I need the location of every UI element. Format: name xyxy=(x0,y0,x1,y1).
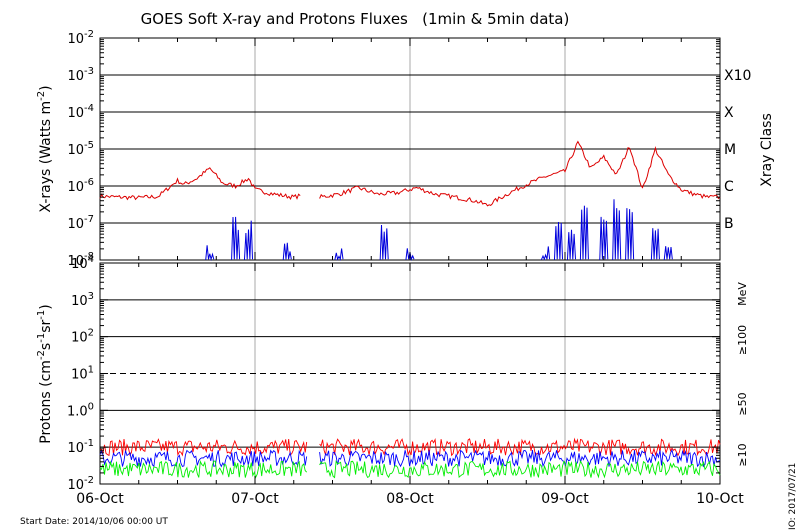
proton-flux-line xyxy=(99,438,308,457)
xray-short-channel-spike xyxy=(282,242,292,260)
xray-short-channel-spike xyxy=(244,220,253,260)
proton-y-tick-label: 104 xyxy=(71,254,94,272)
xray-y-tick-label: 10-7 xyxy=(67,214,94,232)
xray-y-tick-label: 10-6 xyxy=(67,177,94,195)
proton-flux-line xyxy=(319,448,721,468)
x-tick-label: 06-Oct xyxy=(76,491,124,507)
xray-short-channel-spike xyxy=(567,229,576,260)
xray-short-channel-spike xyxy=(231,216,241,260)
xray-class-label: B xyxy=(724,216,734,232)
xray-class-axis-label: Xray Class xyxy=(759,113,775,187)
xray-short-channel-spike xyxy=(599,216,609,260)
xray-short-channel-spike xyxy=(554,221,563,260)
proton-y-tick-label: 102 xyxy=(71,328,94,346)
xray-y-tick-label: 10-2 xyxy=(67,29,94,47)
xray-y-tick-label: 10-4 xyxy=(67,103,94,121)
proton-flux-line xyxy=(99,449,308,468)
xray-short-channel-spike xyxy=(663,246,673,260)
xray-series xyxy=(99,140,721,262)
xray-y-tick-label: 10-8 xyxy=(67,251,94,269)
proton-series xyxy=(99,437,721,479)
proton-y-tick-label: 1.00 xyxy=(67,401,94,419)
credit-label: HELIO: 2017/07/21 xyxy=(788,463,798,530)
energy-label: ≥50 xyxy=(736,392,749,415)
x-tick-label: 10-Oct xyxy=(696,491,744,507)
proton-y-tick-label: 10-1 xyxy=(67,438,94,456)
start-date-label: Start Date: 2014/10/06 00:00 UT xyxy=(20,517,168,527)
xray-long-channel-line xyxy=(99,167,301,201)
proton-y-tick-label: 101 xyxy=(71,365,94,383)
xray-long-channel-line xyxy=(319,140,721,207)
proton-flux-line xyxy=(99,460,308,479)
grid-lines xyxy=(100,38,720,484)
proton-y-tick-label: 103 xyxy=(71,291,94,309)
xray-short-channel-spike xyxy=(205,245,215,262)
xray-short-channel-spike xyxy=(650,228,660,260)
xray-short-channel-spike xyxy=(541,246,551,261)
xray-short-channel-spike xyxy=(334,248,344,262)
chart-title: GOES Soft X-ray and Protons Fluxes (1min… xyxy=(141,10,570,28)
xray-y-axis-label: X-rays (Watts m-2) xyxy=(36,85,54,212)
xray-short-channel-spike xyxy=(579,205,589,260)
xray-short-channel-spike xyxy=(625,208,635,260)
proton-y-tick-label: 10-2 xyxy=(67,475,94,493)
xray-y-tick-label: 10-5 xyxy=(67,140,94,158)
energy-label: ≥10 xyxy=(736,443,749,466)
xray-short-channel-spike xyxy=(405,248,415,261)
xray-class-label: C xyxy=(724,179,734,195)
x-tick-label: 09-Oct xyxy=(541,491,589,507)
xray-class-label: M xyxy=(724,142,736,158)
proton-flux-line xyxy=(319,460,721,479)
xray-y-tick-label: 10-3 xyxy=(67,66,94,84)
xray-short-channel-spike xyxy=(612,199,622,260)
proton-y-axis-label: Protons (cm-2s-1sr-1) xyxy=(36,304,54,443)
proton-flux-line xyxy=(319,437,721,457)
x-tick-label: 08-Oct xyxy=(386,491,434,507)
xray-short-channel-spike xyxy=(379,224,389,260)
energy-label: ≥100 xyxy=(736,325,749,355)
xray-class-label: X xyxy=(724,105,734,121)
mev-unit-label: MeV xyxy=(736,282,749,306)
xray-class-label: X10 xyxy=(724,68,751,84)
x-tick-label: 07-Oct xyxy=(231,491,279,507)
